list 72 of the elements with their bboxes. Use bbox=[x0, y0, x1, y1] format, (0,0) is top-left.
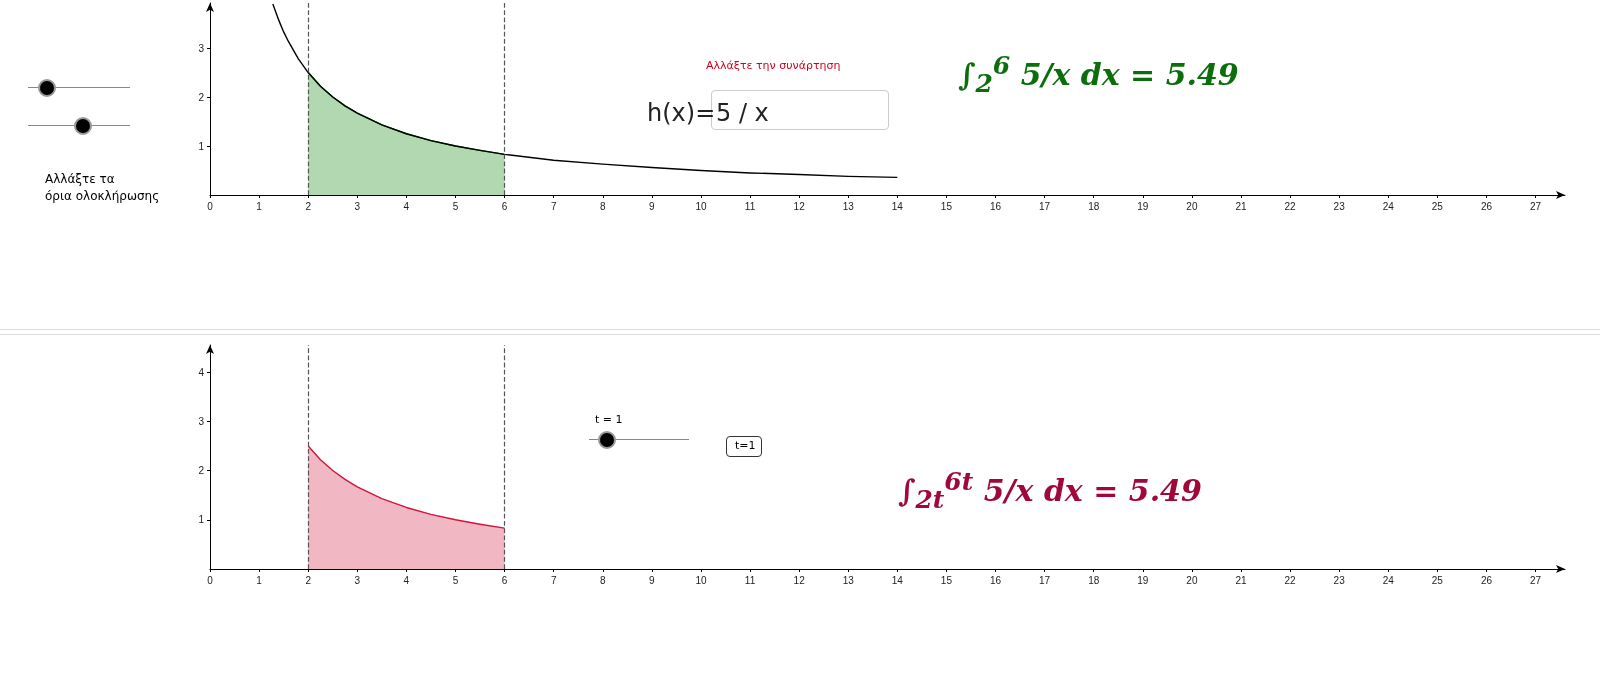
x-tick-label: 17 bbox=[1039, 574, 1051, 586]
x-tick-label: 26 bbox=[1480, 200, 1493, 212]
x-tick-label: 13 bbox=[842, 200, 855, 212]
y-tick-label: 3 bbox=[198, 415, 205, 427]
x-tick-label: 7 bbox=[550, 200, 557, 212]
x-tick-label: 4 bbox=[403, 574, 410, 586]
x-tick-label: 11 bbox=[744, 574, 756, 586]
x-tick-label: 1 bbox=[256, 574, 263, 586]
annotation: ∫$_{2}$$^{6}$ 5/x dx = 5.49 bbox=[958, 50, 1239, 100]
x-tick-label: 19 bbox=[1137, 200, 1149, 212]
x-tick-label: 8 bbox=[599, 200, 606, 212]
annotation: ∫$_{2t}$$^{6t}$ 5/x dx = 5.49 bbox=[898, 466, 1202, 516]
text: Αλλάξτε τα όρια ολοκλήρωσης bbox=[45, 171, 160, 206]
x-tick-label: 3 bbox=[354, 574, 361, 586]
y-tick-label: 1 bbox=[198, 140, 205, 152]
x-tick-label: 5 bbox=[452, 200, 459, 212]
annotation: t=1 bbox=[735, 438, 756, 454]
x-tick-label: 4 bbox=[403, 200, 410, 212]
x-tick-label: 8 bbox=[599, 574, 606, 586]
annotation: h(x)= bbox=[647, 98, 716, 129]
y-tick-label: 2 bbox=[198, 465, 205, 477]
x-tick-label: 16 bbox=[989, 200, 1002, 212]
x-tick-label: 23 bbox=[1333, 574, 1346, 586]
x-tick-label: 1 bbox=[256, 200, 263, 212]
x-tick-label: 15 bbox=[940, 200, 953, 212]
x-tick-label: 20 bbox=[1186, 574, 1198, 586]
x-tick-label: 5 bbox=[452, 574, 459, 586]
line-series bbox=[272, 3, 899, 179]
x-tick-label: 18 bbox=[1088, 574, 1100, 586]
x-tick-label: 23 bbox=[1333, 200, 1346, 212]
x-tick-label: 19 bbox=[1137, 574, 1149, 586]
x-tick-label: 24 bbox=[1382, 574, 1395, 586]
x-tick-label: 3 bbox=[354, 200, 361, 212]
y-tick-label: 3 bbox=[198, 42, 205, 54]
x-tick-label: 11 bbox=[744, 200, 756, 212]
annotation: t = 1 bbox=[595, 412, 623, 428]
x-tick-label: 25 bbox=[1431, 200, 1444, 212]
x-tick-label: 26 bbox=[1480, 574, 1493, 586]
x-tick-label: 16 bbox=[989, 574, 1002, 586]
x-tick-label: 14 bbox=[891, 200, 904, 212]
x-tick-label: 27 bbox=[1529, 200, 1542, 212]
x-tick-label: 0 bbox=[207, 574, 214, 586]
annotation: 5 / x bbox=[716, 98, 769, 129]
x-tick-label: 10 bbox=[695, 200, 707, 212]
x-tick-label: 9 bbox=[649, 200, 656, 212]
x-tick-label: 15 bbox=[940, 574, 953, 586]
x-tick-label: 10 bbox=[695, 574, 707, 586]
annotation: Αλλάξτε την συνάρτηση bbox=[706, 58, 841, 74]
x-tick-label: 20 bbox=[1186, 200, 1198, 212]
x-tick-label: 12 bbox=[793, 200, 806, 212]
x-tick-label: 7 bbox=[550, 574, 557, 586]
x-tick-label: 22 bbox=[1284, 574, 1297, 586]
x-tick-label: 14 bbox=[891, 574, 904, 586]
x-tick-label: 17 bbox=[1039, 200, 1051, 212]
y-tick-label: 2 bbox=[198, 91, 205, 103]
x-tick-label: 21 bbox=[1235, 574, 1247, 586]
x-tick-label: 22 bbox=[1284, 200, 1297, 212]
x-tick-label: 25 bbox=[1431, 574, 1444, 586]
x-tick-label: 0 bbox=[207, 200, 214, 212]
x-tick-label: 21 bbox=[1235, 200, 1247, 212]
x-tick-label: 6 bbox=[501, 200, 508, 212]
x-tick-label: 2 bbox=[305, 200, 312, 212]
x-tick-label: 24 bbox=[1382, 200, 1395, 212]
x-tick-label: 13 bbox=[842, 574, 855, 586]
x-tick-label: 27 bbox=[1529, 574, 1542, 586]
x-tick-label: 18 bbox=[1088, 200, 1100, 212]
x-tick-label: 12 bbox=[793, 574, 806, 586]
x-tick-label: 2 bbox=[305, 574, 312, 586]
x-tick-label: 9 bbox=[649, 574, 656, 586]
y-tick-label: 4 bbox=[198, 366, 205, 378]
y-tick-label: 1 bbox=[198, 514, 205, 526]
x-tick-label: 6 bbox=[501, 574, 508, 586]
